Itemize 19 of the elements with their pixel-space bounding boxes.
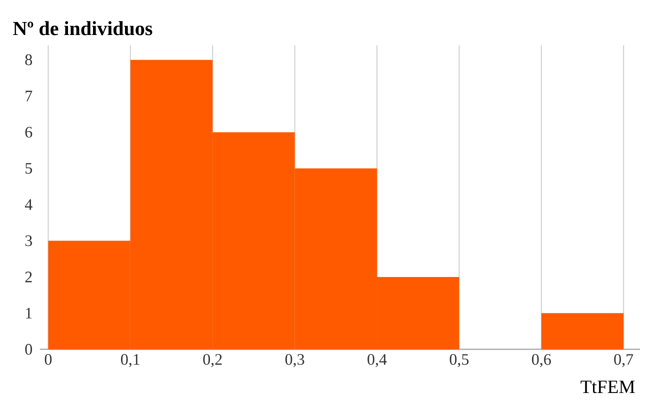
x-tick-label: 0: [44, 354, 52, 365]
y-tick-label: 6: [25, 126, 32, 138]
y-tick-label: 8: [25, 54, 32, 66]
y-tick-label: 3: [25, 236, 32, 246]
y-tick-label: 5: [26, 163, 32, 174]
y-axis-title: Nº de individuos: [13, 21, 152, 36]
y-tick-label: 4: [24, 199, 32, 210]
x-tick-label: 0,4: [368, 354, 387, 368]
x-axis-title: TtFEM: [580, 380, 635, 394]
x-tick-label: 0,1: [121, 354, 140, 368]
x-tick-label: 0,2: [203, 354, 222, 368]
y-tick-label: 2: [25, 272, 32, 282]
x-tick-label: 0,3: [285, 354, 304, 368]
y-tick-label: 0: [25, 344, 32, 355]
y-tick-label: 1: [26, 308, 32, 319]
y-tick-label: 7: [26, 90, 32, 102]
x-tick-label: 0,5: [450, 354, 469, 368]
x-tick-label: 0,7: [614, 354, 634, 368]
x-tick-label: 0,6: [532, 354, 551, 368]
